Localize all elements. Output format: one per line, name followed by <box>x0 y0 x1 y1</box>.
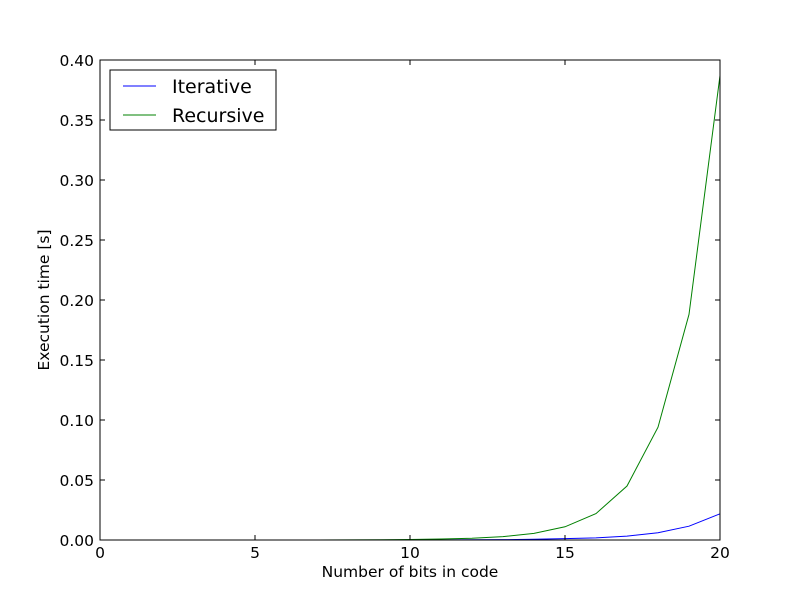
legend-label-iterative: Iterative <box>172 76 252 98</box>
x-tick-label: 15 <box>555 544 575 562</box>
x-tick-label: 0 <box>95 544 105 562</box>
x-axis: 0 5 10 15 20 <box>95 60 730 562</box>
y-tick-label: 0.35 <box>59 112 94 130</box>
x-tick-label: 10 <box>400 544 420 562</box>
y-tick-label: 0.10 <box>59 412 94 430</box>
y-tick-label: 0.40 <box>59 52 94 70</box>
y-tick-label: 0.05 <box>59 472 94 490</box>
y-tick-label: 0.25 <box>59 232 94 250</box>
y-tick-label: 0.30 <box>59 172 94 190</box>
y-tick-label: 0.20 <box>59 292 94 310</box>
y-axis: 0.00 0.05 0.10 0.15 0.20 0.25 0.30 0.35 0.40 <box>59 52 720 550</box>
x-tick-label: 20 <box>710 544 730 562</box>
legend: Iterative Recursive <box>109 69 277 131</box>
y-axis-title: Execution time [s] <box>35 229 53 370</box>
y-tick-label: 0.15 <box>59 352 94 370</box>
legend-box <box>109 69 277 131</box>
x-axis-title: Number of bits in code <box>322 563 499 581</box>
y-tick-label: 0.00 <box>59 532 94 550</box>
legend-label-recursive: Recursive <box>172 105 264 127</box>
x-tick-label: 5 <box>250 544 260 562</box>
